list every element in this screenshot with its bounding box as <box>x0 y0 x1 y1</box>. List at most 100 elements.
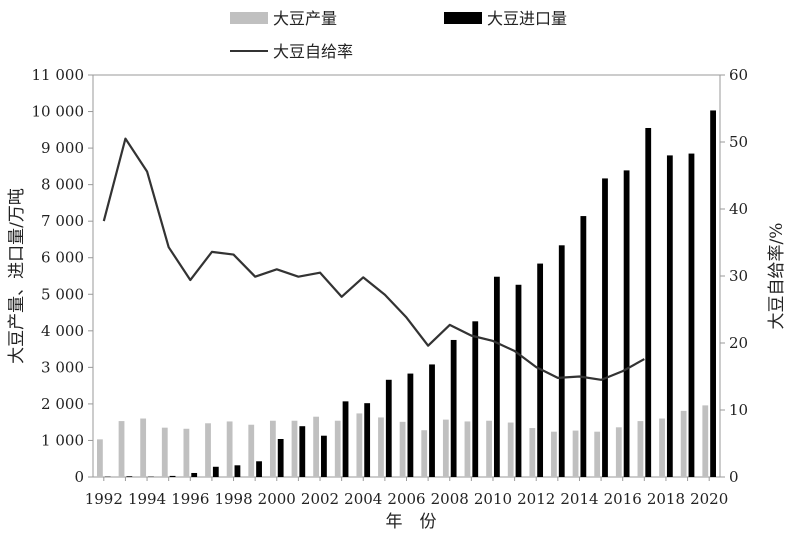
bar-imports <box>126 476 133 477</box>
bar-production <box>594 431 601 477</box>
bar-production <box>313 416 320 477</box>
bar-imports <box>623 170 630 477</box>
y-left-tick-label: 10 000 <box>32 103 85 121</box>
x-tick-label: 2010 <box>474 490 512 508</box>
bar-production <box>248 424 255 477</box>
x-tick-label: 1992 <box>85 490 123 508</box>
self-sufficiency-line <box>102 137 645 381</box>
bar-imports <box>321 435 327 477</box>
bar-production <box>161 427 168 477</box>
bar-imports <box>558 245 565 477</box>
bar-imports <box>407 373 414 477</box>
x-tick-label: 2016 <box>604 490 642 508</box>
y-left-tick-label: 4 000 <box>41 322 84 340</box>
bar-production <box>399 421 406 477</box>
bar-production <box>226 421 233 477</box>
bars <box>97 110 716 477</box>
bar-imports <box>537 263 544 477</box>
bar-production <box>291 420 298 477</box>
bar-imports <box>493 276 500 477</box>
x-tick-label: 1998 <box>214 490 252 508</box>
y-right-tick-label: 30 <box>729 267 748 285</box>
bar-imports <box>256 461 262 477</box>
bar-production <box>702 405 709 477</box>
y-right-tick-label: 60 <box>729 66 748 84</box>
legend-label-production: 大豆产量 <box>273 9 337 28</box>
bar-imports <box>450 339 457 477</box>
bar-imports <box>169 475 176 477</box>
bar-production <box>378 417 384 477</box>
x-tick-label: 2000 <box>258 490 296 508</box>
bar-imports <box>191 472 198 477</box>
bar-production <box>118 421 125 477</box>
y-left-tick-label: 3 000 <box>41 358 84 376</box>
bar-imports <box>515 284 522 477</box>
y-left-axis-title: 大豆产量、进口量/万吨 <box>7 188 27 364</box>
bar-imports <box>364 403 371 477</box>
left-axis-ticks: 0 1 000 2 000 3 000 4 000 5 000 6 000 7 000 8 00… <box>32 66 93 486</box>
bar-production <box>464 421 471 477</box>
bar-imports <box>472 321 479 477</box>
legend-label-imports: 大豆进口量 <box>487 9 567 28</box>
bar-production <box>507 422 514 477</box>
y-right-tick-label: 50 <box>729 133 748 151</box>
bar-imports <box>580 216 587 477</box>
bar-imports <box>234 465 241 477</box>
y-right-axis-title: 大豆自给率/% <box>767 223 787 330</box>
bar-imports <box>429 364 435 477</box>
x-tick-label: 1996 <box>171 490 209 508</box>
bar-production <box>680 410 687 477</box>
bar-imports <box>299 426 306 477</box>
self-sufficiency-line-group <box>102 137 645 381</box>
bar-production <box>572 430 579 477</box>
bar-production <box>637 421 644 477</box>
y-left-tick-label: 6 000 <box>41 249 84 267</box>
bar-imports <box>602 178 608 477</box>
bar-production <box>183 428 190 477</box>
bar-production <box>659 418 665 477</box>
x-tick-label: 2006 <box>387 490 425 508</box>
y-right-tick-label: 40 <box>729 200 748 218</box>
bar-imports <box>212 466 219 477</box>
legend-label-self-sufficiency: 大豆自给率 <box>273 42 353 61</box>
y-right-tick-label: 0 <box>729 468 739 486</box>
bar-production <box>551 431 557 477</box>
bar-production <box>421 430 428 477</box>
x-tick-label: 1994 <box>128 490 166 508</box>
bar-production <box>140 418 147 477</box>
legend-swatch-imports <box>444 12 482 24</box>
y-left-tick-label: 1 000 <box>41 431 84 449</box>
x-tick-label: 2014 <box>560 490 598 508</box>
bar-production <box>205 423 211 477</box>
bar-imports <box>645 127 652 477</box>
bar-imports <box>666 155 673 477</box>
bar-imports <box>277 438 284 477</box>
bar-production <box>97 439 103 477</box>
bar-imports <box>710 110 716 477</box>
bar-production <box>269 420 276 477</box>
bar-imports <box>385 379 392 477</box>
x-axis-title: 年 份 <box>386 512 437 532</box>
x-tick-label: 2018 <box>647 490 685 508</box>
legend-swatch-production <box>230 12 268 24</box>
x-tick-label: 2002 <box>301 490 339 508</box>
bar-production <box>615 427 622 477</box>
bar-production <box>529 428 536 477</box>
y-left-tick-label: 9 000 <box>41 139 84 157</box>
x-tick-label: 2012 <box>517 490 555 508</box>
y-right-tick-label: 20 <box>729 334 748 352</box>
x-axis-ticks: 1992 1994 1996 1998 2000 2002 2004 2006 2008 2010… <box>85 477 728 508</box>
bar-imports <box>342 401 349 477</box>
x-tick-label: 2004 <box>344 490 382 508</box>
right-axis-ticks: 0 10 20 30 40 50 60 <box>720 66 748 486</box>
y-left-tick-label: 11 000 <box>32 66 85 84</box>
bar-production <box>356 413 363 477</box>
x-tick-label: 2008 <box>431 490 469 508</box>
y-left-tick-label: 7 000 <box>41 212 84 230</box>
y-left-tick-label: 0 <box>74 468 84 486</box>
y-left-tick-label: 5 000 <box>41 285 84 303</box>
x-tick-label: 2020 <box>690 490 728 508</box>
bar-production <box>486 420 492 477</box>
y-right-tick-label: 10 <box>729 401 748 419</box>
